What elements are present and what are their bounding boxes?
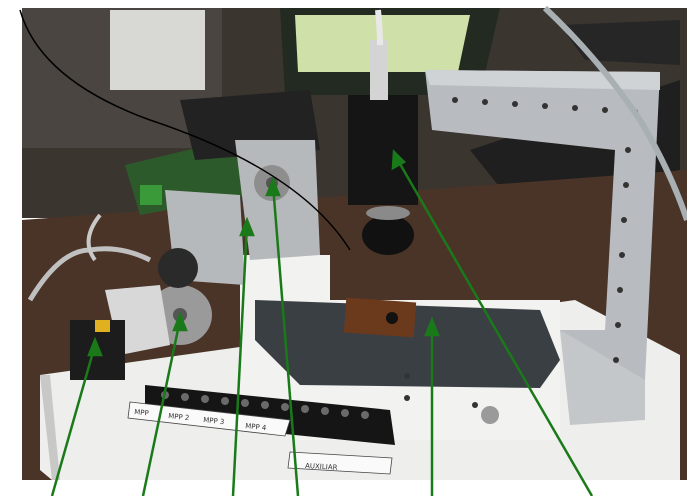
black-annotation-line — [19, 9, 351, 251]
terminal-block — [140, 185, 162, 205]
callout-arrowhead-conveyor — [424, 316, 440, 337]
roller — [158, 248, 198, 288]
label-auxiliar: AUXILIAR — [305, 462, 338, 472]
base-hole-2 — [404, 373, 410, 379]
usb-cable-plug — [370, 40, 388, 100]
label-mpp-1: MPP — [134, 408, 149, 417]
callout-arrow-top-motor — [271, 184, 300, 496]
metal-bracket-top — [425, 70, 660, 90]
base-hole-3 — [404, 395, 410, 401]
camera-lens — [362, 215, 414, 255]
callout-arrowhead-control-plate — [239, 216, 255, 237]
callout-arrowhead-stepper-motor — [172, 311, 188, 332]
label-mpp-2: MPP 2 — [168, 412, 190, 422]
terminal-screws — [161, 391, 369, 419]
left-motor-connector — [95, 320, 110, 332]
base-screw — [481, 406, 499, 424]
callout-arrow-control-plate — [231, 224, 249, 496]
pcb-sample — [343, 297, 417, 338]
pcb-component — [386, 312, 398, 324]
callout-arrowhead-camera — [391, 149, 407, 171]
conveyor-belt-top — [255, 300, 560, 388]
metal-bracket-foot — [560, 330, 645, 425]
callout-arrowhead-top-motor — [265, 176, 281, 197]
usb-cable — [375, 9, 383, 46]
callout-arrow-left-motor — [50, 344, 97, 496]
camera-body — [348, 95, 418, 205]
base-board-edge — [40, 375, 60, 480]
right-cable — [542, 5, 687, 221]
label-mpp-3: MPP 3 — [203, 416, 225, 426]
left-cable-2 — [86, 213, 102, 262]
base-hole — [472, 402, 478, 408]
callout-arrows — [50, 149, 594, 496]
label-mpp-4: MPP 4 — [245, 422, 267, 432]
camera-lens-ring — [366, 206, 410, 220]
bright-object — [110, 10, 205, 90]
callout-arrow-stepper-motor — [141, 319, 182, 496]
callout-arrowhead-left-motor — [87, 336, 103, 357]
callout-arrow-camera — [394, 156, 594, 496]
label-auxiliar-tag — [287, 451, 393, 475]
